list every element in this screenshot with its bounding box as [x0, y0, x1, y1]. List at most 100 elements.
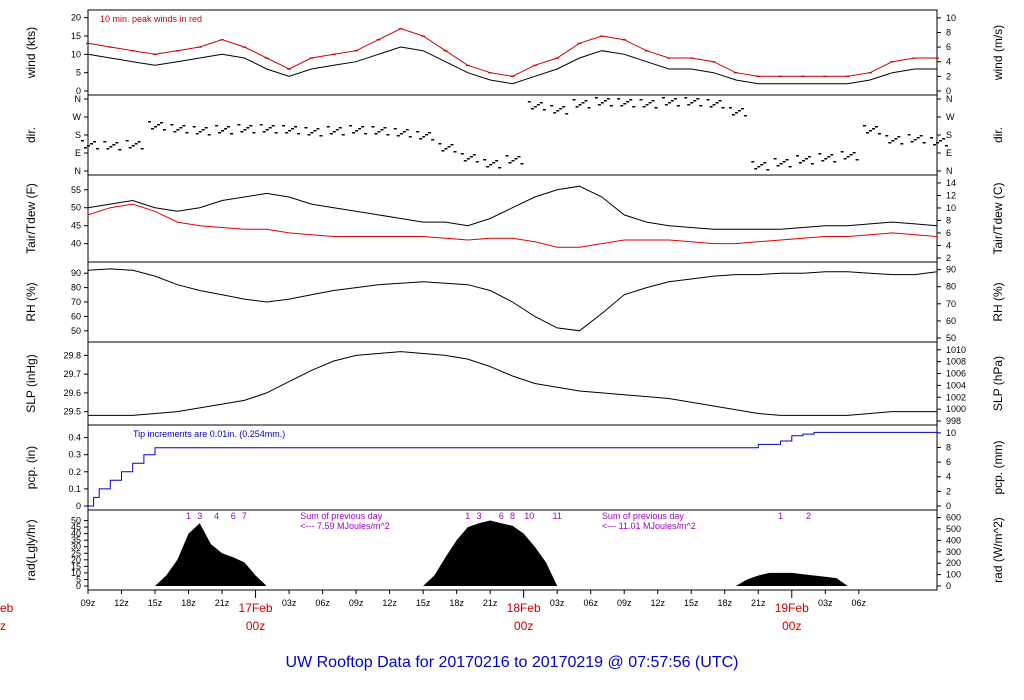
dir-point [128, 147, 132, 149]
ylabel-right-rad: rad (W/m^2) [991, 517, 1005, 583]
peak-marker [733, 72, 738, 74]
dir-point [843, 158, 847, 160]
dir-point [492, 162, 496, 164]
ytick-label-right-slp: 1008 [946, 357, 966, 367]
dir-point [495, 160, 499, 162]
dir-point [751, 161, 755, 163]
peak-marker [666, 57, 671, 59]
ytick-label-left-rad: 15 [71, 561, 81, 571]
peak-marker [532, 64, 537, 67]
panel-rad: rad(Lgly/hr) rad (W/m^2)05101520253035404… [24, 509, 1005, 591]
ytick-label-right-wind: 8 [946, 27, 951, 37]
dir-point [865, 132, 869, 134]
dir-point [798, 162, 802, 164]
dir-point [294, 126, 298, 128]
dir-point [527, 101, 531, 103]
dir-point [664, 104, 668, 106]
dir-point [288, 130, 292, 132]
panel-frame-dir [87, 94, 938, 176]
dir-point [885, 135, 889, 137]
dir-point [670, 100, 674, 102]
panel-wind: wind (kts) wind (m/s) 0 5 10 15 20 0 2 4 6 8 10 10 mi… [24, 9, 1005, 96]
dir-point [553, 112, 557, 114]
hour-mark-label: 4 [214, 511, 219, 521]
dir-point [690, 102, 694, 104]
xtick-label: 09z [81, 598, 96, 608]
dir-point [676, 105, 680, 107]
dir-point [533, 106, 537, 108]
dir-point [447, 146, 451, 148]
ytick-label-right-rh: 90 [946, 265, 956, 275]
dir-point [776, 165, 780, 167]
dir-point [361, 126, 365, 128]
xtick-label: 03z [550, 598, 565, 608]
dir-point [597, 104, 601, 106]
peak-marker [935, 57, 939, 59]
dir-point [431, 139, 435, 141]
dir-point [224, 128, 228, 130]
ylabel-right-pcp: pcp. (mm) [991, 440, 1005, 494]
dir-point [450, 144, 454, 146]
dir-point [118, 149, 122, 151]
dir-point [556, 110, 560, 112]
ytick-label-right-rh: 60 [946, 316, 956, 326]
dir-point [645, 104, 649, 106]
dir-point [763, 162, 767, 164]
panel-frame-slp [87, 341, 938, 426]
dir-point [572, 99, 576, 101]
dir-point [731, 114, 735, 116]
dir-point [265, 129, 269, 131]
dir-point [833, 161, 837, 163]
peak-marker [622, 39, 627, 41]
dir-point [511, 160, 515, 162]
dir-point [399, 133, 403, 135]
dir-point [818, 153, 822, 155]
ytick-label-left-rad: 40 [71, 529, 81, 539]
dir-point [84, 147, 87, 149]
dir-point [945, 145, 948, 147]
ytick-label-right-pcp: 10 [946, 428, 956, 438]
dir-point [332, 131, 336, 133]
dir-point [207, 134, 211, 136]
dir-point [460, 153, 464, 155]
dir-point [319, 135, 323, 137]
ytick-label-right-pcp: 4 [946, 472, 951, 482]
dir-point [910, 141, 914, 143]
dir-point [782, 161, 786, 163]
ytick-label-right-slp: 1000 [946, 404, 966, 414]
dir-point [304, 127, 308, 129]
ytick-label-right-wind: 0 [946, 86, 951, 96]
dir-point [922, 142, 926, 144]
ylabel-left-pcp: pcp. (in) [24, 446, 38, 489]
xtick-label: 18z [449, 598, 464, 608]
dir-point [508, 162, 512, 164]
dir-point [469, 156, 473, 158]
peak-marker [309, 57, 314, 59]
dir-point [594, 97, 598, 99]
dir-point [393, 128, 397, 130]
dir-point [559, 108, 563, 110]
ytick-label-left-rh: 80 [71, 283, 81, 293]
ytick-label-right-rh: 50 [946, 333, 956, 343]
dir-point [307, 134, 311, 136]
ytick-label-left-temp: 45 [71, 221, 81, 231]
ytick-label-left-slp: 29.6 [63, 388, 81, 398]
dir-point [140, 148, 144, 150]
dir-point [562, 106, 566, 108]
ylabel-left-rad: rad(Lgly/hr) [24, 519, 38, 580]
dir-point [352, 132, 356, 134]
dir-point [894, 138, 898, 140]
dir-point [416, 131, 420, 133]
peak-marker [867, 72, 872, 74]
dir-point [760, 164, 764, 166]
ytick-label-left-pcp: 0 [76, 501, 81, 511]
dir-point [81, 140, 84, 142]
dir-point [338, 127, 342, 129]
peak-marker [823, 75, 828, 78]
xtick-label: 18z [717, 598, 732, 608]
dir-point [386, 134, 390, 136]
ylabel-left-temp: Tair/Tdew (F) [24, 183, 38, 254]
dir-point [466, 158, 470, 160]
dir-point [942, 138, 945, 140]
dir-point [766, 169, 770, 171]
